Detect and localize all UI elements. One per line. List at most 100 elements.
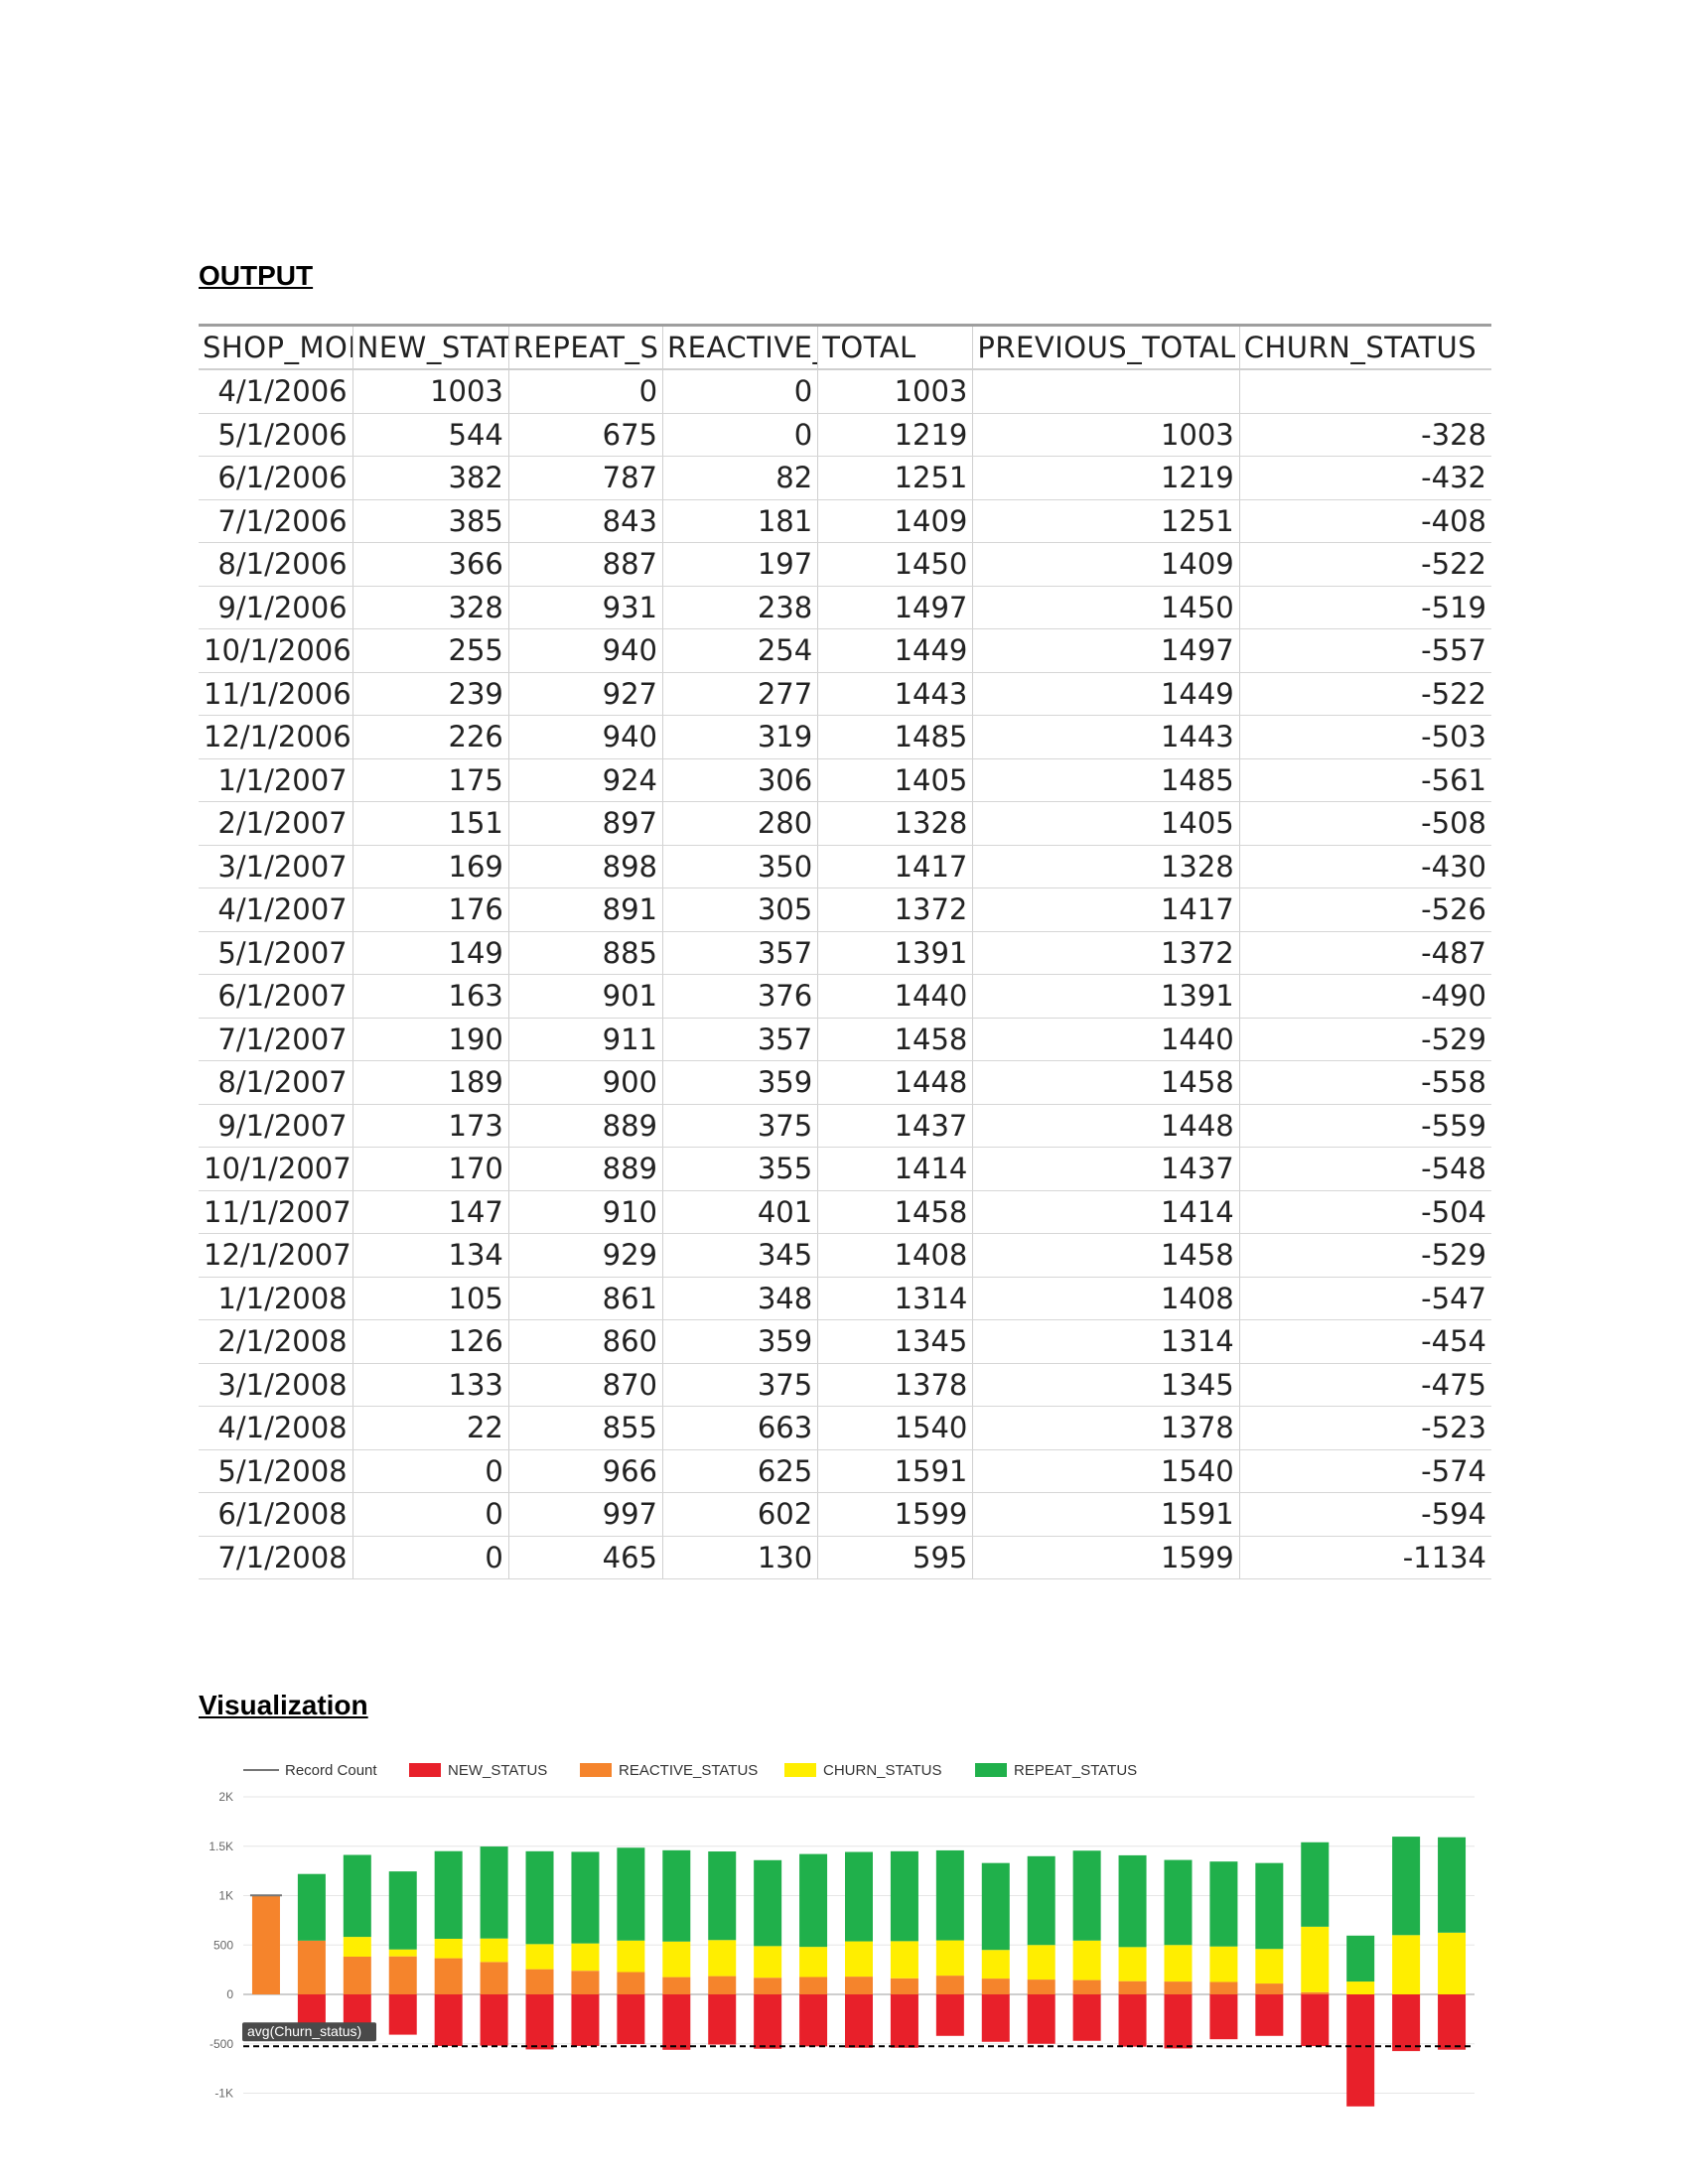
cell-repeat-status: 787 [508, 456, 664, 500]
bar-segment-repeat-status [754, 1859, 782, 1947]
bar-segment-reactive-status [1027, 1979, 1055, 1994]
bar-segment-new-status [1255, 1994, 1284, 2036]
bar-segment-repeat-status [388, 1871, 417, 1950]
bar-segment-repeat-status [1392, 1837, 1421, 1936]
bar-segment-churn-status [935, 1940, 964, 1977]
cell-repeat-status: 931 [508, 586, 664, 629]
col-header-new-status: NEW_STAT [352, 324, 509, 370]
cell-total: 1391 [817, 931, 974, 975]
table-row: 7/1/2006 385 843 181 1409 1251 -408 [199, 499, 1491, 543]
table-row: 7/1/2007 190 911 357 1458 1440 -529 [199, 1018, 1491, 1061]
cell-previous-total: 1450 [972, 586, 1240, 629]
bar-segment-reactive-status [571, 1971, 600, 1994]
cell-reactive-status: 375 [662, 1104, 819, 1148]
cell-previous-total: 1448 [972, 1104, 1240, 1148]
cell-repeat-status: 997 [508, 1492, 664, 1537]
bar-segment-repeat-status [1118, 1854, 1147, 1948]
cell-new-status: 239 [352, 672, 509, 716]
bar-segment-churn-status [571, 1943, 600, 1972]
cell-new-status: 366 [352, 542, 509, 587]
bar-segment-new-status [434, 1994, 463, 2046]
cell-repeat-status: 910 [508, 1190, 664, 1234]
cell-repeat-status: 860 [508, 1319, 664, 1364]
cell-shop-month: 3/1/2007 [199, 845, 353, 888]
cell-shop-month: 6/1/2007 [199, 974, 353, 1019]
y-tick-label: 0 [226, 1987, 233, 2001]
bar-segment-reactive-status [981, 1979, 1010, 1994]
table-row: 10/1/2007 170 889 355 1414 1437 -548 [199, 1147, 1491, 1191]
cell-reactive-status: 350 [662, 845, 819, 888]
cell-churn-status: -475 [1239, 1363, 1491, 1407]
bar-segment-repeat-status [343, 1854, 371, 1938]
bar-segment-churn-status [1209, 1946, 1238, 1982]
bar-segment-reactive-status [1118, 1980, 1147, 1994]
bar-segment-churn-status [708, 1940, 737, 1977]
cell-repeat-status: 0 [508, 369, 664, 414]
bar-segment-repeat-status [571, 1851, 600, 1944]
cell-total: 1378 [817, 1363, 974, 1407]
legend-label: CHURN_STATUS [823, 1762, 941, 1779]
bar-segment-repeat-status [434, 1850, 463, 1939]
cell-new-status: 170 [352, 1147, 509, 1191]
bar-segment-churn-status [845, 1941, 873, 1978]
cell-previous-total: 1409 [972, 542, 1240, 587]
cell-reactive-status: 359 [662, 1060, 819, 1105]
cell-new-status: 189 [352, 1060, 509, 1105]
cell-previous-total: 1440 [972, 1018, 1240, 1061]
cell-reactive-status: 359 [662, 1319, 819, 1364]
y-tick-label: -500 [210, 2037, 233, 2051]
cell-previous-total: 1497 [972, 628, 1240, 673]
output-table: SHOP_MONTH NEW_STAT REPEAT_S REACTIVE_ T… [199, 324, 1491, 1579]
cell-churn-status: -559 [1239, 1104, 1491, 1148]
bar-segment-reactive-status [799, 1977, 828, 1994]
col-header-shop-month: SHOP_MONTH [199, 324, 353, 370]
bar-segment-churn-status [525, 1944, 554, 1970]
cell-shop-month: 7/1/2007 [199, 1018, 353, 1061]
table-row: 3/1/2007 169 898 350 1417 1328 -430 [199, 845, 1491, 888]
bar-segment-new-status [799, 1994, 828, 2047]
bar-segment-churn-status [388, 1949, 417, 1957]
col-header-previous-total: PREVIOUS_TOTAL [972, 324, 1240, 370]
cell-churn-status: -547 [1239, 1277, 1491, 1320]
table-row: 4/1/2008 22 855 663 1540 1378 -523 [199, 1406, 1491, 1450]
bar-segment-churn-status [754, 1946, 782, 1979]
bar-segment-churn-status [1072, 1940, 1101, 1980]
bar-segment-churn-status [617, 1940, 645, 1973]
cell-new-status: 133 [352, 1363, 509, 1407]
cell-repeat-status: 891 [508, 887, 664, 932]
cell-previous-total: 1449 [972, 672, 1240, 716]
bar-segment-new-status [1072, 1994, 1101, 2041]
bar-segment-repeat-status [1072, 1850, 1101, 1941]
cell-shop-month: 8/1/2007 [199, 1060, 353, 1105]
bar-segment-churn-status [1255, 1949, 1284, 1984]
legend-swatch [409, 1763, 441, 1777]
cell-shop-month: 7/1/2006 [199, 499, 353, 543]
cell-repeat-status: 885 [508, 931, 664, 975]
cell-total: 1372 [817, 887, 974, 932]
bar-segment-repeat-status [1438, 1837, 1467, 1933]
avg-reference-label: avg(Churn_status) [247, 2023, 361, 2039]
bar-segment-reactive-status [525, 1969, 554, 1994]
cell-previous-total: 1591 [972, 1492, 1240, 1537]
cell-churn-status: -522 [1239, 542, 1491, 587]
bar-segment-reactive-status [480, 1962, 508, 1994]
legend-swatch [975, 1763, 1007, 1777]
cell-previous-total: 1443 [972, 715, 1240, 759]
bar-segment-repeat-status [297, 1873, 326, 1941]
col-header-repeat-status: REPEAT_S [508, 324, 664, 370]
cell-shop-month: 1/1/2007 [199, 758, 353, 802]
cell-repeat-status: 843 [508, 499, 664, 543]
cell-reactive-status: 82 [662, 456, 819, 500]
cell-total: 1328 [817, 801, 974, 846]
cell-previous-total: 1003 [972, 413, 1240, 457]
cell-total: 1345 [817, 1319, 974, 1364]
cell-total: 1408 [817, 1233, 974, 1278]
cell-shop-month: 4/1/2007 [199, 887, 353, 932]
cell-shop-month: 4/1/2008 [199, 1406, 353, 1450]
cell-shop-month: 5/1/2006 [199, 413, 353, 457]
legend-label: REACTIVE_STATUS [619, 1762, 758, 1779]
bar-segment-new-status [388, 1994, 417, 2035]
bar-segment-repeat-status [662, 1849, 691, 1942]
bar-segment-repeat-status [935, 1849, 964, 1941]
bar-segment-repeat-status [480, 1846, 508, 1939]
